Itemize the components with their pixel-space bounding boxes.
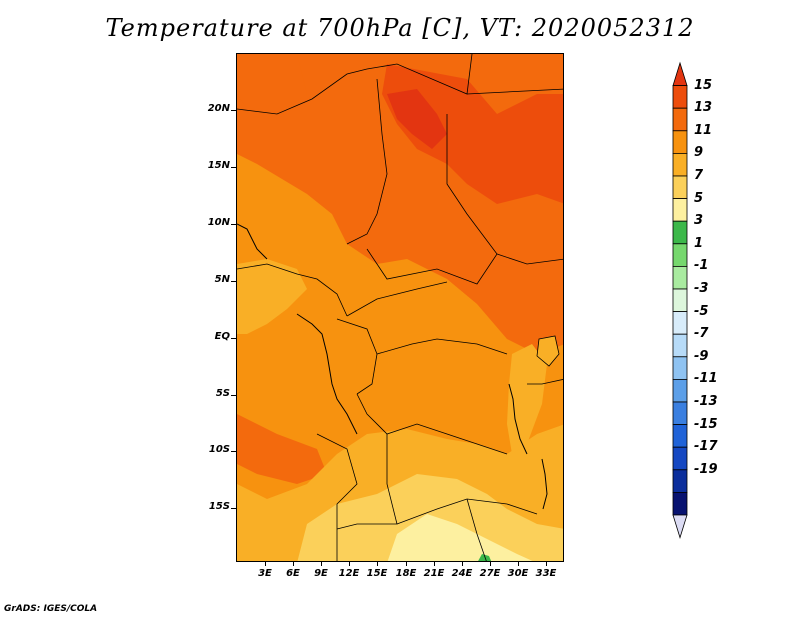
colorbar-segment (672, 175, 688, 200)
lat-label-5n: 5N (214, 274, 230, 285)
lon-tick (434, 562, 435, 566)
temperature-map (236, 53, 564, 562)
colorbar-segment (672, 153, 688, 177)
colorbar-label: 13 (694, 100, 713, 116)
field-7-9-west (237, 259, 307, 334)
colorbar-label: 9 (694, 145, 704, 161)
lake-tanganyika (508, 383, 528, 455)
lon-label-27e: 27E (479, 568, 501, 579)
colorbar-label: -3 (694, 281, 709, 296)
lon-tick (349, 562, 350, 566)
lon-tick (293, 562, 294, 566)
colorbar-segment (672, 446, 688, 471)
lon-tick (462, 562, 463, 566)
colorbar-segment (672, 243, 688, 267)
colorbar-label: -5 (694, 303, 709, 319)
colorbar-segment (672, 288, 688, 313)
lon-label-18e: 18E (395, 568, 417, 579)
colorbar-segment (672, 424, 688, 448)
lon-label-24e: 24E (451, 568, 473, 579)
colorbar (672, 61, 688, 539)
colorbar-segment (672, 401, 688, 426)
colorbar-segment (672, 85, 688, 109)
lat-label-20n: 20N (207, 103, 230, 114)
colorbar-segment (672, 356, 688, 380)
colorbar-bottom-triangle (672, 514, 688, 539)
lon-label-21e: 21E (423, 568, 445, 579)
colorbar-segment (672, 107, 688, 132)
field-11-13-sw (237, 414, 327, 484)
lon-tick (321, 562, 322, 566)
lon-label-6e: 6E (286, 568, 300, 579)
lon-tick (377, 562, 378, 566)
field-13-15-north (382, 64, 563, 204)
field-1-3-south (478, 554, 492, 561)
colorbar-top-triangle (672, 61, 688, 86)
colorbar-segment (672, 469, 688, 493)
lake-malawi (541, 458, 548, 510)
credit-text: GrADS: IGES/COLA (4, 604, 98, 614)
field-15-core (387, 89, 447, 149)
colorbar-label: 3 (694, 213, 704, 229)
lat-tick (231, 224, 236, 225)
colorbar-segment (672, 333, 688, 358)
lon-label-15e: 15E (366, 568, 388, 579)
lat-tick (231, 508, 236, 509)
lat-tick (231, 338, 236, 339)
colorbar-label: 11 (694, 122, 713, 138)
colorbar-segment (672, 265, 688, 290)
colorbar-label: 15 (694, 77, 713, 93)
lat-label-15s: 15S (208, 501, 230, 512)
lat-tick (231, 451, 236, 452)
lat-tick (231, 395, 236, 396)
colorbar-segment (672, 491, 688, 516)
colorbar-segment (672, 220, 688, 245)
lon-tick (490, 562, 491, 566)
colorbar-label: 7 (694, 168, 704, 183)
lat-label-10s: 10S (208, 444, 230, 455)
lon-tick (406, 562, 407, 566)
lon-tick (546, 562, 547, 566)
lat-label-15n: 15N (207, 160, 230, 171)
lon-label-9e: 9E (314, 568, 328, 579)
lon-label-33e: 33E (535, 568, 557, 579)
colorbar-segment (672, 378, 688, 403)
colorbar-label: -19 (694, 461, 718, 477)
country-borders (237, 54, 563, 561)
colorbar-label: -7 (694, 326, 709, 342)
colorbar-segment (672, 130, 688, 154)
colorbar-label: -15 (694, 416, 718, 432)
coastline (237, 223, 358, 435)
colorbar-segment (672, 198, 688, 222)
colorbar-label: -17 (694, 439, 718, 455)
colorbar-label: -9 (694, 348, 709, 364)
lon-label-12e: 12E (338, 568, 360, 579)
map-canvas (237, 54, 563, 561)
colorbar-label: 1 (694, 235, 704, 251)
colorbar-label: -13 (694, 394, 718, 409)
lat-tick (231, 167, 236, 168)
lon-tick (265, 562, 266, 566)
lat-tick (231, 281, 236, 282)
colorbar-label: 5 (694, 190, 704, 206)
chart-title: Temperature at 700hPa [C], VT: 202005231… (105, 14, 695, 42)
lat-label-5s: 5S (215, 388, 230, 399)
colorbar-label: -1 (694, 258, 709, 274)
colorbar-segment (672, 311, 688, 335)
lon-label-3e: 3E (258, 568, 272, 579)
field-3-5-south (387, 514, 533, 561)
lon-tick (518, 562, 519, 566)
lon-label-30e: 30E (507, 568, 529, 579)
lake-victoria (536, 335, 560, 367)
lat-tick (231, 110, 236, 111)
colorbar-label: -11 (694, 371, 718, 387)
field-11-13-nw (237, 54, 307, 114)
lat-label-eq: EQ (214, 331, 230, 342)
lat-label-10n: 10N (207, 217, 230, 228)
